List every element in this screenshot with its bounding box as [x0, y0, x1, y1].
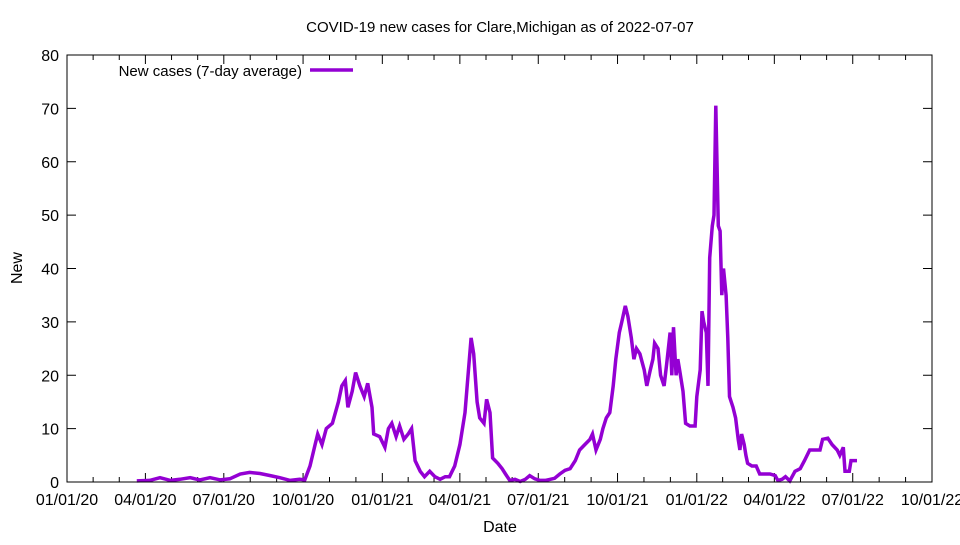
x-axis-label: Date	[483, 519, 517, 536]
x-tick-label: 07/01/20	[193, 492, 255, 509]
y-tick-label: 80	[41, 48, 59, 65]
chart-title: COVID-19 new cases for Clare,Michigan as…	[306, 19, 694, 36]
x-tick-label: 01/01/20	[36, 492, 98, 509]
x-tick-label: 01/01/21	[351, 492, 413, 509]
x-tick-label: 04/01/22	[743, 492, 805, 509]
x-tick-label: 01/01/22	[666, 492, 728, 509]
y-tick-label: 70	[41, 101, 59, 118]
x-tick-label: 10/01/22	[901, 492, 960, 509]
y-tick-label: 50	[41, 208, 59, 225]
plot-border	[66, 54, 933, 483]
x-tick-label: 07/01/21	[507, 492, 569, 509]
y-axis-label: New	[9, 252, 26, 284]
legend: New cases (7-day average)	[119, 63, 353, 80]
y-tick-label: 0	[50, 475, 59, 492]
series-line-new-cases	[136, 105, 857, 484]
y-tick-label: 10	[41, 422, 59, 439]
x-tick-label: 10/01/20	[272, 492, 334, 509]
x-axis-ticks: 01/01/20 04/01/20 07/01/20 10/01/20 01/01/21…	[36, 55, 960, 509]
x-tick-label: 04/01/20	[114, 492, 176, 509]
x-tick-label: 04/01/21	[429, 492, 491, 509]
y-tick-label: 20	[41, 368, 59, 385]
y-tick-label: 30	[41, 315, 59, 332]
y-axis-ticks: 0 10 20 30 40 50 60 70 80	[41, 48, 932, 492]
y-tick-label: 40	[41, 262, 59, 279]
x-tick-label: 07/01/22	[822, 492, 884, 509]
y-tick-label: 60	[41, 155, 59, 172]
x-tick-label: 10/01/21	[586, 492, 648, 509]
legend-label: New cases (7-day average)	[119, 63, 302, 80]
